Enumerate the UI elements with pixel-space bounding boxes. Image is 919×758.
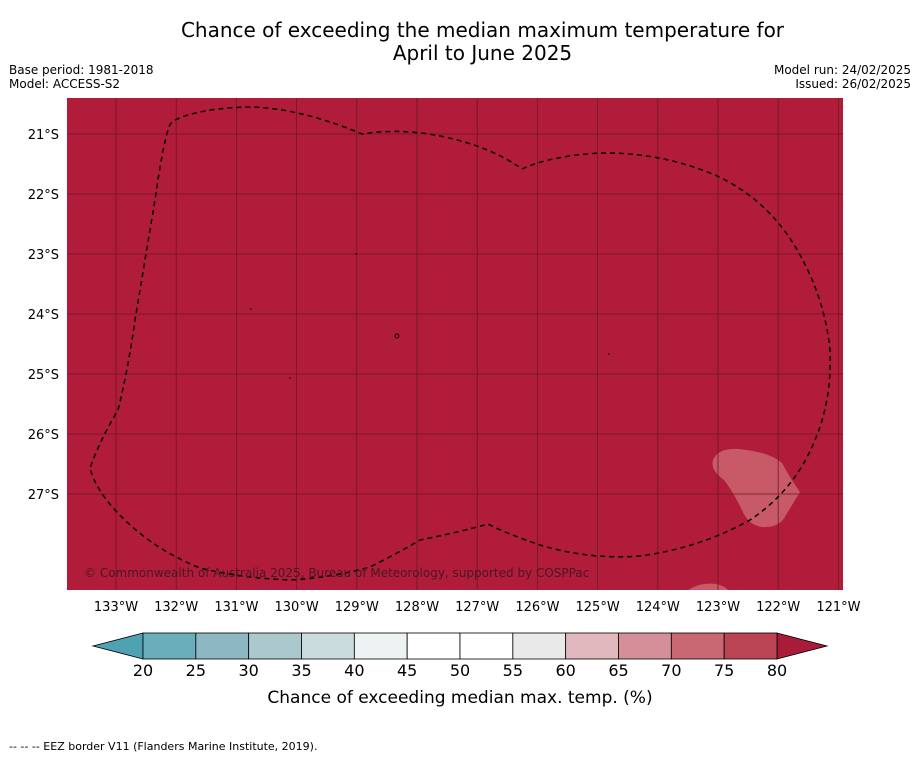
colorbar-segment	[248, 632, 302, 660]
colorbar-tick-label: 30	[238, 661, 258, 680]
longitude-label: 129°W	[335, 600, 379, 615]
longitude-label: 126°W	[515, 600, 559, 615]
colorbar-segment	[301, 632, 355, 660]
island-marker	[608, 353, 610, 355]
islands	[250, 253, 610, 379]
colorbar-tick-label: 55	[503, 661, 523, 680]
longitude-label: 125°W	[576, 600, 620, 615]
title-line-1: Chance of exceeding the median maximum t…	[180, 18, 785, 42]
colorbar-tick-label: 40	[344, 661, 364, 680]
latitude-label: 22°S	[28, 188, 59, 203]
latitude-labels: 21°S 22°S 23°S 24°S 25°S 26°S 27°S	[28, 128, 59, 503]
colorbar-under-arrow	[91, 632, 144, 660]
base-period: Base period: 1981-2018	[9, 63, 154, 77]
title-line-2: April to June 2025	[392, 41, 573, 65]
colorbar-over-arrow	[776, 632, 829, 660]
island-marker	[355, 253, 357, 255]
colorbar-segment	[723, 632, 778, 660]
longitude-labels: 133°W 132°W 131°W 130°W 129°W 128°W 127°W 126°W…	[94, 600, 861, 615]
colorbar-segment	[670, 632, 725, 660]
colorbar-segment	[142, 632, 197, 660]
map-area	[67, 98, 843, 590]
meta-left: Base period: 1981-2018 Model: ACCESS-S2	[9, 63, 154, 91]
chart-title: Chance of exceeding the median maximum t…	[0, 19, 919, 65]
colorbar-label: Chance of exceeding median max. temp. (%…	[267, 688, 652, 708]
colorbar-tick-label: 70	[661, 661, 681, 680]
copyright-notice: © Commonwealth of Australia 2025, Bureau…	[84, 566, 589, 580]
longitude-label: 121°W	[816, 600, 860, 615]
longitude-label: 132°W	[154, 600, 198, 615]
colorbar-tick-label: 80	[767, 661, 787, 680]
eez-border	[89, 106, 831, 581]
colorbar-segment	[195, 632, 250, 660]
model-name: Model: ACCESS-S2	[9, 77, 121, 91]
meta-right: Model run: 24/02/2025 Issued: 26/02/2025	[774, 63, 911, 91]
colorbar-segment	[353, 632, 408, 660]
colorbar-segment	[565, 632, 619, 660]
colorbar-tick-label: 25	[186, 661, 206, 680]
colorbar-segment	[459, 632, 514, 660]
longitude-label: 127°W	[455, 600, 499, 615]
colorbar-tick-label: 60	[555, 661, 575, 680]
colorbar-segment	[512, 632, 567, 660]
graticule	[67, 98, 843, 590]
longitude-label: 131°W	[214, 600, 258, 615]
colorbar: 20 25 30 35 40 45 50 55 60 65 70 75 80	[91, 632, 829, 680]
colorbar-tick-label: 45	[397, 661, 417, 680]
colorbar-segment	[618, 632, 672, 660]
colorbar-segment	[406, 632, 461, 660]
longitude-label: 130°W	[275, 600, 319, 615]
island-marker	[394, 333, 400, 339]
forecast-map: © Commonwealth of Australia 2025, Bureau…	[28, 98, 861, 708]
latitude-label: 27°S	[28, 488, 59, 503]
longitude-label: 128°W	[395, 600, 439, 615]
latitude-label: 21°S	[28, 128, 59, 143]
eez-footnote: -- -- -- EEZ border V11 (Flanders Marine…	[9, 740, 318, 753]
latitude-label: 25°S	[28, 368, 59, 383]
longitude-label: 124°W	[636, 600, 680, 615]
island-marker	[289, 377, 291, 379]
latitude-label: 23°S	[28, 248, 59, 263]
issued-date: Issued: 26/02/2025	[795, 77, 911, 91]
colorbar-tick-label: 50	[450, 661, 470, 680]
latitude-label: 26°S	[28, 428, 59, 443]
island-marker	[250, 308, 252, 310]
colorbar-tick-label: 20	[133, 661, 153, 680]
colorbar-tick-label: 75	[714, 661, 734, 680]
colorbar-tick-label: 65	[608, 661, 628, 680]
latitude-label: 24°S	[28, 308, 59, 323]
longitude-label: 133°W	[94, 600, 138, 615]
colorbar-tick-label: 35	[291, 661, 311, 680]
longitude-label: 123°W	[696, 600, 740, 615]
longitude-label: 122°W	[756, 600, 800, 615]
model-run: Model run: 24/02/2025	[773, 63, 911, 77]
